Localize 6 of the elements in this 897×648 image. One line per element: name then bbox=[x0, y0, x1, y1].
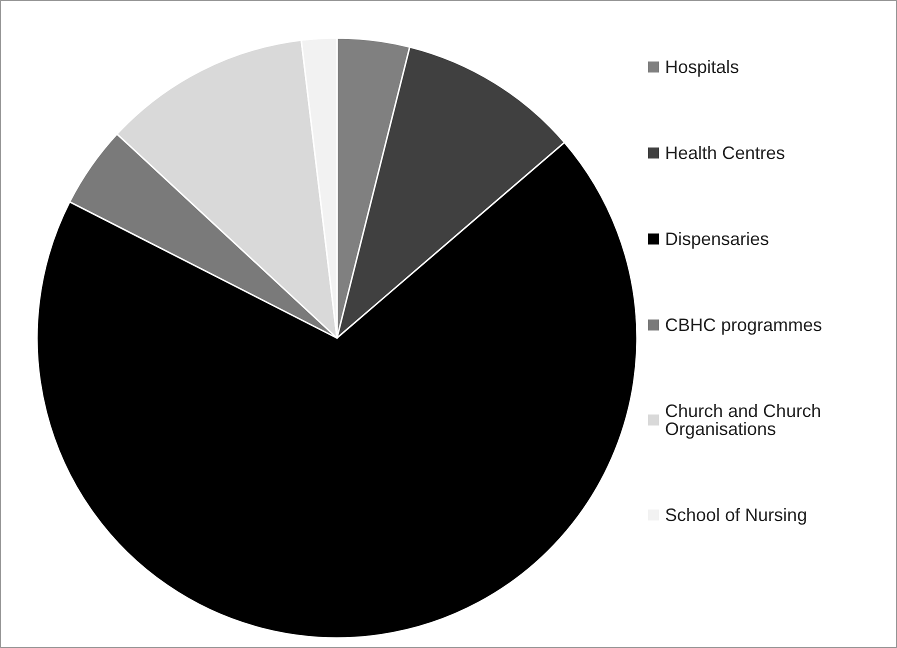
legend-label: Dispensaries bbox=[665, 229, 770, 249]
legend-label: School of Nursing bbox=[665, 505, 808, 525]
legend-label: Hospitals bbox=[665, 57, 740, 77]
legend-label: Church and Church Organisations bbox=[665, 401, 822, 439]
legend-label: Health Centres bbox=[665, 143, 786, 163]
legend-label: CBHC programmes bbox=[665, 315, 822, 335]
